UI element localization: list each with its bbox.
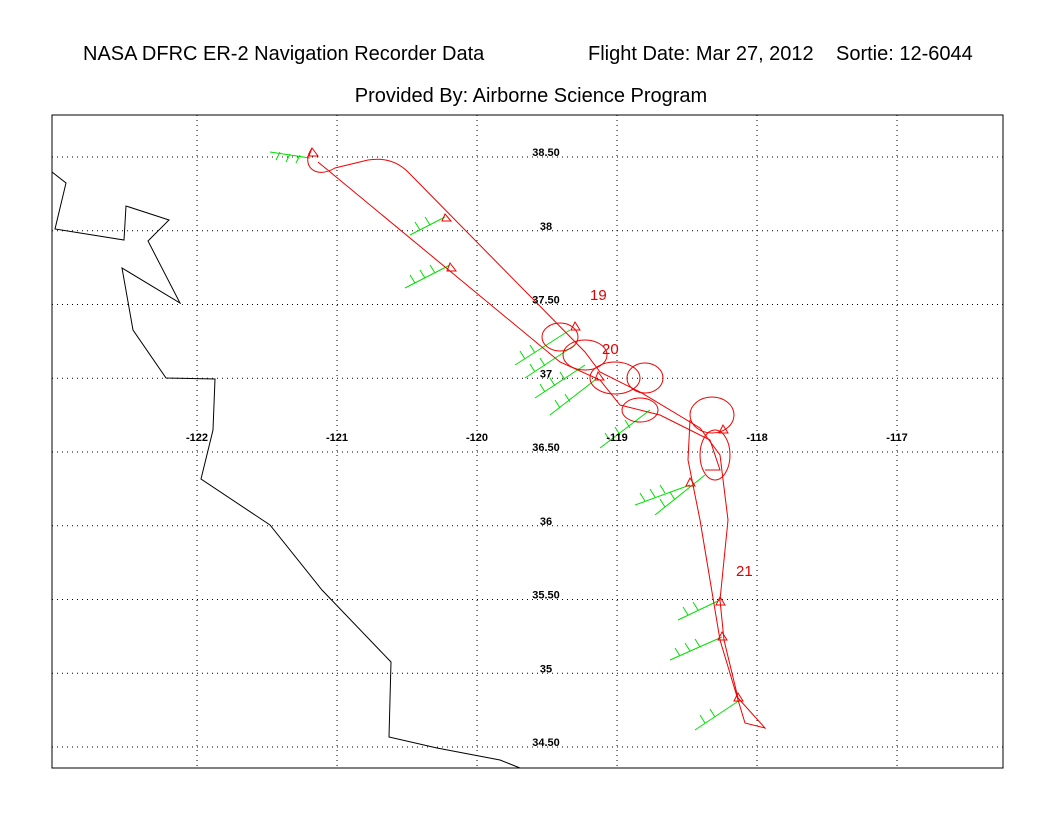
annotation: 20 (602, 341, 619, 358)
y-tick-label: 38 (540, 221, 552, 233)
x-tick-label: -117 (886, 432, 907, 444)
wind-barbs (269, 151, 741, 731)
x-tick-label: -120 (466, 432, 488, 444)
y-tick-label: 37.50 (532, 295, 560, 307)
flight-date: Flight Date: Mar 27, 2012 (588, 43, 814, 65)
grid (52, 115, 1003, 768)
map-frame (51, 114, 1004, 769)
sortie: Sortie: 12-6044 (836, 43, 973, 65)
annotation: 19 (590, 287, 607, 304)
y-tick-label: 35.50 (532, 590, 560, 602)
annotation: 21 (736, 563, 753, 580)
y-tick-label: 37 (540, 368, 552, 380)
subtitle: Provided By: Airborne Science Program (355, 85, 707, 107)
x-tick-label: -118 (746, 432, 767, 444)
y-tick-label: 38.50 (532, 147, 560, 159)
y-tick-label: 35 (540, 663, 552, 675)
x-tick-label: -121 (326, 432, 348, 444)
title: NASA DFRC ER-2 Navigation Recorder Data (83, 43, 485, 65)
y-tick-label: 34.50 (532, 737, 560, 749)
x-tick-label: -119 (606, 432, 627, 444)
flight-track (307, 146, 767, 729)
y-tick-label: 36.50 (532, 442, 560, 454)
coastline (51, 171, 521, 769)
y-tick-label: 36 (540, 516, 552, 528)
x-tick-label: -122 (186, 432, 208, 444)
